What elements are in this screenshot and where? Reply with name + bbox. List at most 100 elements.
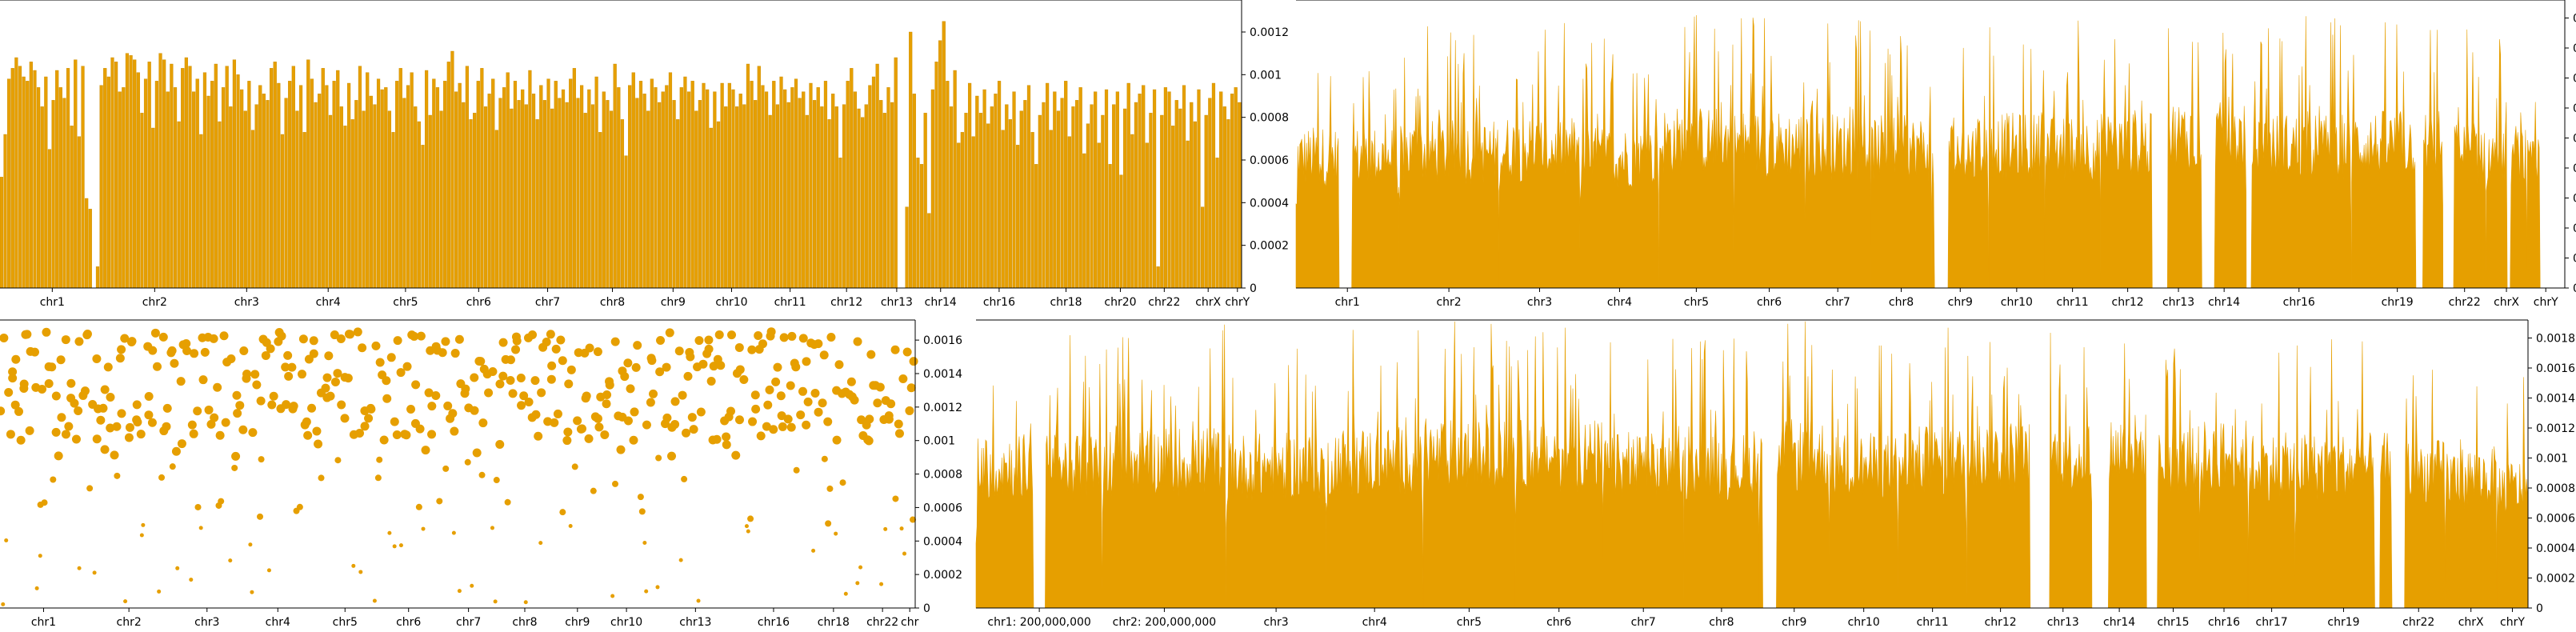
bar [247, 81, 251, 289]
bar [528, 70, 532, 289]
bar [295, 110, 299, 289]
scatter-point [611, 480, 618, 487]
scatter-point [114, 472, 121, 479]
scatter-panel-x-tick-label: chr10 [610, 616, 642, 629]
bar [325, 85, 329, 289]
bar [88, 209, 92, 289]
area-panel-x-tick-label: chr5 [1684, 296, 1709, 309]
area-panel-x-tick-label: chr1 [1335, 296, 1360, 309]
bar [842, 104, 846, 289]
scatter-point [791, 362, 801, 372]
scatter-point [277, 331, 286, 341]
scatter-point [364, 414, 374, 423]
bar [786, 102, 790, 289]
bar [439, 110, 443, 289]
bar [166, 91, 170, 289]
scatter-point [674, 346, 684, 356]
scatter-point [559, 509, 566, 516]
scatter-point [470, 373, 479, 382]
scatter-point [626, 384, 635, 394]
bar [724, 106, 728, 289]
scatter-point [334, 457, 342, 464]
bar [162, 59, 166, 289]
scatter-point [226, 354, 236, 363]
scatter-point [256, 396, 266, 406]
scatter-point [590, 487, 597, 494]
bar [1208, 98, 1212, 289]
bar [638, 81, 643, 289]
bar [502, 87, 506, 289]
scatter-point [54, 451, 63, 461]
scatter-point [144, 410, 154, 420]
scatter-point [231, 464, 238, 471]
bar [443, 81, 447, 289]
scatter-point [250, 590, 254, 594]
bar [1152, 89, 1157, 289]
scatter-point [379, 435, 389, 445]
bar [66, 68, 70, 289]
scatter-point [593, 347, 602, 357]
scatter-point [550, 418, 559, 427]
scatter-point [776, 391, 786, 401]
bar [1126, 82, 1130, 289]
scatter-point [38, 384, 47, 394]
scatter-point [190, 349, 199, 358]
scatter-point [563, 427, 573, 437]
bar [1138, 94, 1142, 289]
bar [143, 78, 148, 289]
density-panel-y-tick-label: 0.0016 [2536, 362, 2575, 375]
bar [1108, 164, 1112, 289]
scatter-panel-x-tick-label: chr1 [31, 616, 56, 629]
bar [524, 104, 528, 289]
scatter-point [309, 336, 318, 346]
scatter-point [564, 379, 574, 389]
bar [1200, 206, 1205, 289]
scatter-point [382, 376, 391, 386]
bar [916, 158, 920, 289]
bar [398, 68, 402, 289]
bar [1219, 91, 1223, 289]
bar [106, 76, 110, 289]
bar [1053, 91, 1057, 289]
bar [583, 113, 587, 289]
scatter-point [631, 362, 641, 372]
scatter-point [832, 435, 842, 445]
scatter-panel-x-tick-label: chr6 [396, 616, 421, 629]
scatter-point [283, 350, 293, 360]
density-panel-y-tick-label: 0.0008 [2536, 482, 2575, 495]
bar [432, 78, 436, 289]
area-segment-chr5 [1422, 321, 1516, 609]
scatter-point [100, 445, 110, 454]
scatter-point [884, 414, 894, 424]
bar [55, 70, 59, 289]
scatter-point [493, 599, 498, 604]
scatter-point [682, 428, 691, 438]
area-segment-chr19 [2351, 22, 2444, 289]
scatter-point [605, 380, 614, 390]
bar [894, 57, 898, 289]
bar [328, 114, 333, 289]
scatter-point [506, 355, 515, 365]
bar [971, 136, 975, 289]
bar [964, 113, 968, 289]
bar [454, 91, 458, 289]
bar-panel-x-tick-label: chr3 [234, 296, 259, 309]
density-panel-x-tick-label: chr10 [1848, 616, 1880, 629]
scatter-point [630, 407, 639, 417]
scatter-point [562, 436, 572, 446]
bar [554, 81, 558, 289]
scatter-point [92, 354, 102, 364]
bar [291, 66, 295, 289]
area-panel-x-tick-label: chr7 [1826, 296, 1850, 309]
scatter-point [82, 329, 92, 338]
scatter-point [330, 330, 339, 340]
scatter-point [411, 380, 421, 390]
scatter-panel-x-tick-label: chr2 [117, 616, 142, 629]
scatter-point [8, 367, 18, 377]
density-panel-x-tick-label: chr16 [2208, 616, 2240, 629]
scatter-point [709, 362, 718, 371]
scatter-point [374, 474, 382, 482]
scatter-panel-y-tick-label: 0.0012 [923, 402, 962, 414]
bar-panel-y-tick-label: 0.0002 [1250, 240, 1289, 253]
bar [572, 68, 576, 289]
